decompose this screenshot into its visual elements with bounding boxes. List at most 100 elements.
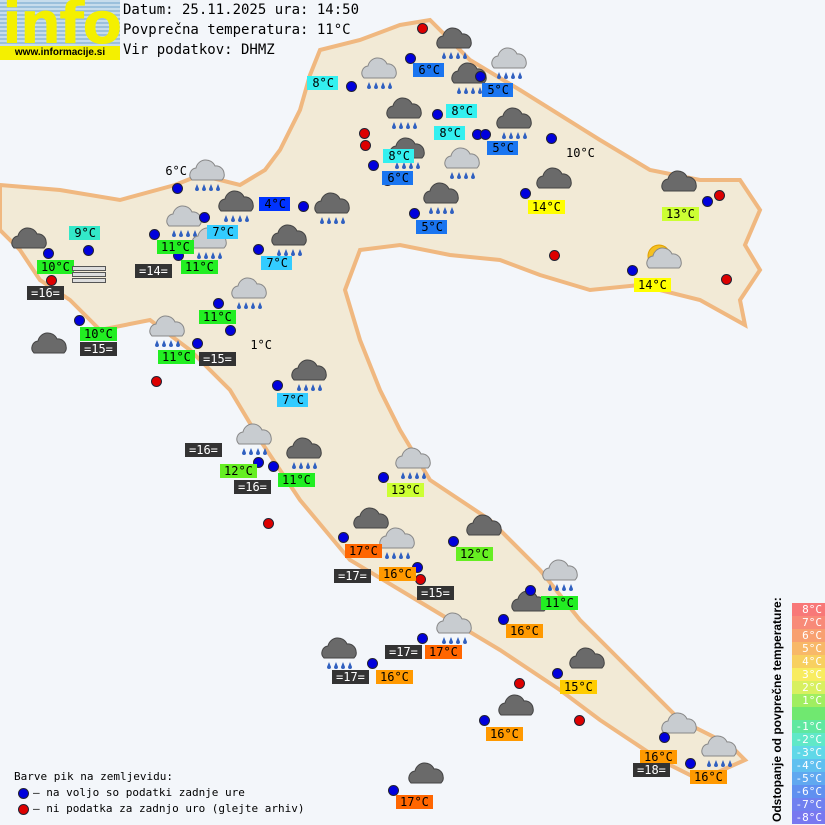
deviation-step: 5°C xyxy=(792,642,825,655)
station-dot-available[interactable] xyxy=(368,160,379,171)
sea-temperature-label: =15= xyxy=(417,586,454,600)
temperature-label: 7°C xyxy=(277,393,308,407)
temperature-label: 11°C xyxy=(278,473,315,487)
sea-temperature-label: =15= xyxy=(199,352,236,366)
cloud-icon xyxy=(11,227,47,249)
rain-cloud-icon xyxy=(386,97,422,129)
rain-cloud-icon xyxy=(701,735,737,767)
station-dot-available[interactable] xyxy=(83,245,94,256)
temperature-label: 16°C xyxy=(486,727,523,741)
temperature-label: 11°C xyxy=(541,596,578,610)
temperature-label: 16°C xyxy=(506,624,543,638)
temperature-label: 12°C xyxy=(456,547,493,561)
station-dot-missing[interactable] xyxy=(415,574,426,585)
station-dot-missing[interactable] xyxy=(417,23,428,34)
station-dot-available[interactable] xyxy=(552,668,563,679)
station-dot-available[interactable] xyxy=(149,229,160,240)
station-dot-available[interactable] xyxy=(225,325,236,336)
rain-cloud-icon xyxy=(189,159,225,191)
station-dot-available[interactable] xyxy=(525,585,536,596)
station-dot-available[interactable] xyxy=(367,658,378,669)
cloud-icon xyxy=(569,647,605,669)
temperature-label: 10°C xyxy=(80,327,117,341)
deviation-step: 7°C xyxy=(792,616,825,629)
station-dot-missing[interactable] xyxy=(263,518,274,529)
station-dot-available[interactable] xyxy=(417,633,428,644)
station-dot-missing[interactable] xyxy=(360,140,371,151)
temperature-label: 10°C xyxy=(566,146,595,160)
station-dot-available[interactable] xyxy=(409,208,420,219)
station-dot-available[interactable] xyxy=(192,338,203,349)
logo-url[interactable]: www.informacije.si xyxy=(0,46,120,60)
cloud-icon xyxy=(661,170,697,192)
station-dot-available[interactable] xyxy=(213,298,224,309)
station-dot-available[interactable] xyxy=(253,244,264,255)
rain-cloud-icon xyxy=(361,57,397,89)
station-dot-missing[interactable] xyxy=(574,715,585,726)
station-dot-available[interactable] xyxy=(338,532,349,543)
station-dot-available[interactable] xyxy=(405,53,416,64)
station-dot-missing[interactable] xyxy=(514,678,525,689)
temperature-label: 16°C xyxy=(376,670,413,684)
cloud-icon xyxy=(498,694,534,716)
station-dot-available[interactable] xyxy=(253,457,264,468)
station-dot-available[interactable] xyxy=(685,758,696,769)
station-dot-available[interactable] xyxy=(298,201,309,212)
station-dot-available[interactable] xyxy=(346,81,357,92)
station-dot-available[interactable] xyxy=(43,248,54,259)
logo-word: info xyxy=(2,0,120,46)
sea-temperature-label: =17= xyxy=(332,670,369,684)
deviation-step xyxy=(792,707,825,720)
station-dot-available[interactable] xyxy=(172,183,183,194)
deviation-step: 8°C xyxy=(792,603,825,616)
station-dot-available[interactable] xyxy=(448,536,459,547)
temperature-label: 7°C xyxy=(261,256,292,270)
temperature-label: 5°C xyxy=(482,83,513,97)
rain-cloud-icon xyxy=(379,527,415,559)
rain-cloud-icon xyxy=(491,47,527,79)
sea-temperature-label: =16= xyxy=(234,480,271,494)
fog-icon xyxy=(72,266,106,271)
station-dot-available[interactable] xyxy=(199,212,210,223)
station-dot-missing[interactable] xyxy=(151,376,162,387)
station-dot-missing[interactable] xyxy=(359,128,370,139)
station-dot-available[interactable] xyxy=(272,380,283,391)
sea-temperature-label: =17= xyxy=(334,569,371,583)
station-dot-available[interactable] xyxy=(268,461,279,472)
station-dot-available[interactable] xyxy=(520,188,531,199)
station-dot-available[interactable] xyxy=(74,315,85,326)
deviation-step: 1°C xyxy=(792,694,825,707)
station-dot-missing[interactable] xyxy=(46,275,57,286)
rain-cloud-icon xyxy=(291,359,327,391)
temperature-label: 5°C xyxy=(487,141,518,155)
temperature-label: 16°C xyxy=(640,750,677,764)
station-dot-available[interactable] xyxy=(475,71,486,82)
temperature-label: 17°C xyxy=(396,795,433,809)
temperature-label: 11°C xyxy=(157,240,194,254)
deviation-scale-title: Odstopanje od povprečne temperature: xyxy=(770,597,784,822)
sun-cloud-icon xyxy=(646,244,682,269)
station-dot-available[interactable] xyxy=(479,715,490,726)
station-dot-available[interactable] xyxy=(498,614,509,625)
station-dot-available[interactable] xyxy=(432,109,443,120)
rain-cloud-icon xyxy=(236,423,272,455)
sea-temperature-label: =17= xyxy=(385,645,422,659)
rain-cloud-icon xyxy=(423,182,459,214)
temperature-label: 10°C xyxy=(37,260,74,274)
station-dot-available[interactable] xyxy=(378,472,389,483)
rain-cloud-icon xyxy=(436,612,472,644)
station-dot-available[interactable] xyxy=(480,129,491,140)
station-dot-available[interactable] xyxy=(388,785,399,796)
station-dot-missing[interactable] xyxy=(714,190,725,201)
temperature-label: 8°C xyxy=(383,149,414,163)
station-dot-available[interactable] xyxy=(702,196,713,207)
deviation-step: 4°C xyxy=(792,655,825,668)
deviation-step: -8°C xyxy=(792,811,825,824)
station-dot-available[interactable] xyxy=(659,732,670,743)
station-dot-available[interactable] xyxy=(546,133,557,144)
station-dot-missing[interactable] xyxy=(549,250,560,261)
station-dot-missing[interactable] xyxy=(721,274,732,285)
station-dot-available[interactable] xyxy=(627,265,638,276)
logo[interactable]: info www.informacije.si xyxy=(0,0,120,60)
temperature-label: 11°C xyxy=(158,350,195,364)
